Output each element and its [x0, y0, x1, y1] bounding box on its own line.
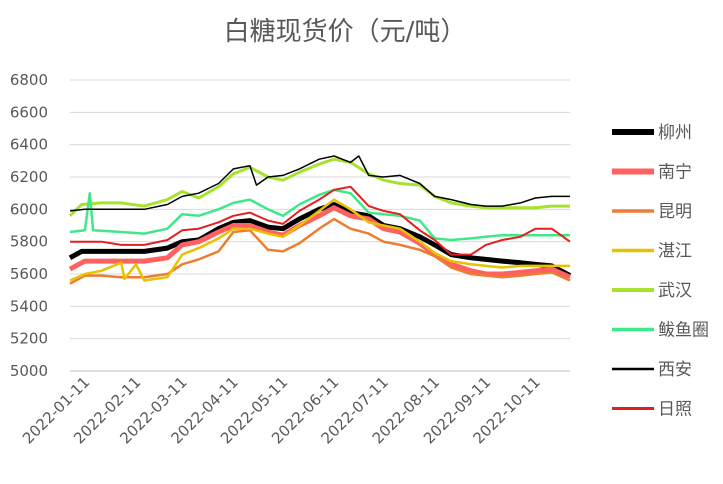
chart-title: 白糖现货价（元/吨） [224, 17, 467, 47]
y-tick-label: 5600 [10, 265, 48, 283]
series-line-2 [68, 205, 572, 280]
legend-label: 武汉 [658, 281, 692, 301]
y-tick-label: 5400 [10, 297, 48, 315]
legend-label: 日照 [658, 400, 692, 420]
y-axis: 5000 5200 5400 5600 5800 6000 6200 6400 6600 6800 [10, 71, 48, 380]
plot-area [68, 155, 572, 285]
y-tick-label: 6200 [10, 168, 48, 186]
legend-label: 湛江 [658, 242, 692, 262]
y-tick-label: 6600 [10, 103, 48, 121]
y-tick-label: 6800 [10, 71, 48, 89]
y-tick-label: 5200 [10, 330, 48, 348]
series-line-8 [70, 185, 571, 256]
series-line-4 [69, 198, 570, 282]
y-tick-label: 5000 [10, 362, 48, 380]
series-line-7 [69, 155, 570, 212]
gridlines [70, 79, 570, 372]
series-line-5 [68, 157, 570, 217]
legend-label: 南宁 [658, 163, 692, 183]
legend-label: 西安 [658, 360, 692, 380]
legend-label: 鲅鱼圈 [658, 321, 709, 341]
y-tick-label: 5800 [10, 233, 48, 251]
legend-label: 昆明 [658, 202, 692, 222]
y-tick-label: 6000 [10, 200, 48, 218]
series-line-3 [69, 217, 571, 285]
y-tick-label: 6400 [10, 136, 48, 154]
series-line-1 [68, 202, 572, 278]
series-line-6 [69, 188, 570, 242]
legend-label: 柳州 [658, 123, 692, 143]
x-axis: 2022-01-112022-02-112022-03-112022-04-11… [19, 373, 544, 447]
